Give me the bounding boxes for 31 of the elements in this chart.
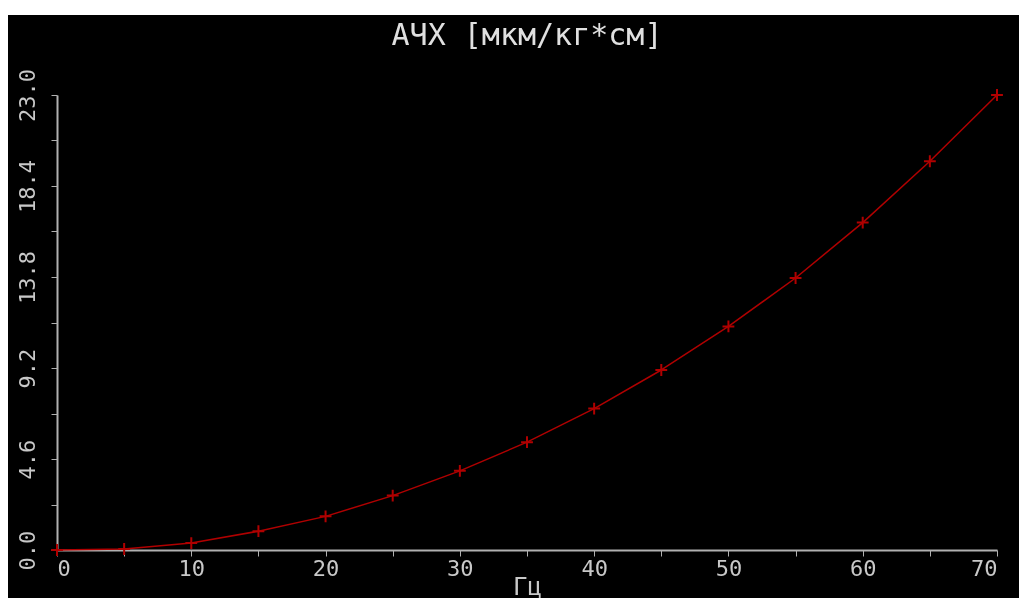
x-tick-label: 50 — [715, 555, 743, 581]
y-tick-label: 4.6 — [14, 439, 40, 480]
x-axis-title: Гц — [513, 572, 542, 598]
point — [788, 271, 803, 285]
point — [452, 463, 467, 478]
y-tick-label: 18.4 — [14, 160, 40, 213]
point — [855, 215, 870, 230]
x-tick-label: 20 — [312, 555, 340, 581]
x-tick-label: 40 — [581, 555, 608, 581]
y-tick-label: 13.8 — [14, 251, 40, 304]
point — [117, 542, 132, 556]
y-tick-label: 0.0 — [14, 530, 40, 571]
x-tick-label: 70 — [971, 555, 998, 581]
point — [922, 154, 937, 169]
y-tick-label: 23.0 — [14, 69, 40, 122]
y-tick-label: 9.2 — [14, 348, 40, 389]
point — [990, 88, 1004, 102]
x-tick-label: 0 — [57, 555, 71, 581]
point — [184, 536, 199, 550]
chart-title: АЧХ [мкм/кг*см] — [391, 16, 663, 52]
point — [385, 488, 400, 503]
point — [318, 509, 333, 524]
x-tick-label: 60 — [849, 555, 877, 581]
x-tick-label: 30 — [447, 555, 474, 581]
point — [251, 524, 266, 539]
point — [50, 543, 64, 557]
point — [654, 363, 669, 377]
point — [721, 319, 736, 334]
point — [520, 435, 534, 450]
x-tick-label: 10 — [178, 555, 206, 581]
point — [587, 401, 602, 416]
